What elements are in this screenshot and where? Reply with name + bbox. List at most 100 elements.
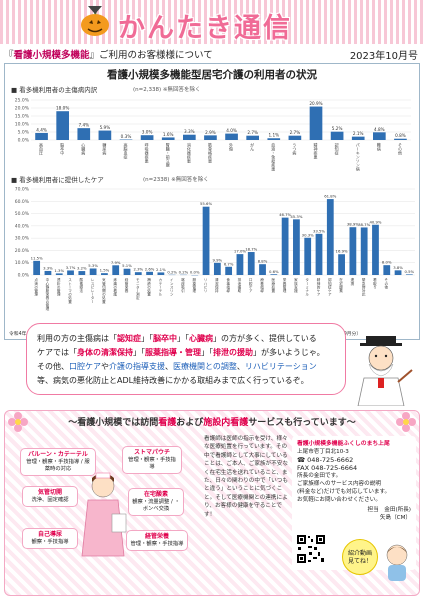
care-bar [89,268,97,275]
newsletter-title: かんたき通信 [118,13,292,44]
care-category-label: インスリン [169,278,174,296]
care-category-label: リハビリ [203,278,208,292]
diagnosis-data-label: 2.7% [290,130,301,135]
care-bar [259,264,266,275]
service-tag-tube-feeding: 経管栄養 管理・観察・手技指導 [126,530,188,551]
care-category-label: 気管切開の処置 [101,277,106,304]
diagnosis-category-label: 心臓病 [81,142,86,156]
care-category-label: 服薬管理 [192,277,197,293]
diagnosis-category-label: 血液・免疫疾患 [271,142,276,171]
care-y-tick: 0.0% [18,273,30,279]
flower-icon [396,412,416,432]
diagnosis-category-label: 高脂血症 [124,142,129,160]
diagnosis-bar [394,138,407,140]
diagnosis-y-tick: 5.0% [18,130,30,136]
diagnosis-category-label: 呼吸器疾患 [145,142,150,163]
diagnosis-data-label: 18.0% [56,106,69,111]
diagnosis-category-label: がん [250,142,255,151]
care-data-label: 2.6% [145,266,155,271]
care-data-label: 45.3% [290,214,302,219]
diagnosis-category-label: 精神疾患 [314,142,319,159]
staff-2: 矢島（CM） [379,515,411,521]
diagnosis-bar [183,134,196,140]
care-data-label: 40.9% [369,219,381,224]
care-data-label: 0.5% [405,269,415,274]
care-data-label: 0.6% [269,269,279,274]
service-tag-catheter: バルーン・カテーテル 管理・観察・手技指導 / 服薬時の対応 [20,448,96,476]
care-data-label: 2.1% [156,267,166,272]
summary-line-3: その他、口腔ケアや介護の指導支援、医療機関との調整、リハビリテーション [37,362,317,371]
care-bar [67,270,74,275]
diagnosis-category-label: パーキンソン病 [356,143,361,172]
care-y-tick: 60.0% [15,199,30,205]
mascot-illustration [386,544,408,581]
diagnosis-data-label: 2.7% [247,130,258,135]
service-tag-tracheostomy: 気管切開 洗浄、固定確認 [22,486,78,507]
care-bar [270,274,278,275]
care-category-label: 褥瘡の処置 [146,277,151,296]
care-category-label: 酸素療法 [79,277,84,293]
issue-month: 2023年10月号 [349,51,418,62]
diagnosis-bar [56,111,69,140]
chart-title: 看護小規模多機能型居宅介護の利用者の状況 [107,69,317,81]
qr-code-icon[interactable] [296,534,326,564]
care-bar [293,219,300,275]
care-category-label: 喀痰吸引 [180,277,185,293]
diagnosis-data-label: 1.1% [268,133,279,138]
masthead: かんたき通信 [0,0,424,44]
care-data-label: 38.7% [358,222,370,227]
intro-video-bubble[interactable]: 紹介動画 見てね！ [342,539,378,575]
diagnosis-category-label: 脳卒中 [60,142,65,156]
care-category-label: モニター測定 [135,277,140,300]
care-category-label: 清潔保持 [214,277,219,293]
care-category-label: 経管栄養 [124,277,129,293]
diagnosis-category-label: その他 [398,142,403,156]
care-category-label: ストーマの処置 [67,277,72,304]
diagnosis-bar [330,131,344,140]
care-data-label: 33.5% [313,228,325,233]
care-data-label: 8.8% [258,259,268,264]
care-category-label: 排泄援助 [237,277,242,293]
diagnosis-data-label: 5.9% [100,125,111,130]
diagnosis-data-label: 3.0% [142,130,153,135]
care-category-label: 中心静脈栄養の管理 [45,277,50,311]
diagnosis-bar [288,135,302,140]
care-category-label: 疼痛の看護 [113,277,118,296]
care-bar [134,272,142,275]
care-data-label: 3.7% [66,265,76,270]
care-data-label: 8.0% [382,260,392,265]
care-data-label: 5.1% [122,263,132,268]
care-category-label: 連携 [350,277,355,286]
summary-line-1: 利用の方の主傷病は「認知症」「脳卒中」「心臓病」の方が多く、提供している [37,334,317,343]
diagnosis-data-label: 2.1% [353,131,364,136]
diagnosis-bar [35,132,48,140]
services-heading: 〜看護小規模では訪問看護および施設内看護サービスも行っています〜 [68,418,356,428]
care-bar [360,227,368,275]
flower-icon [8,412,28,432]
lead-text: 『看護小規模多機能』ご利用のお客様様について [4,50,213,61]
care-bar [281,217,289,275]
care-bar [44,270,52,275]
care-bar [383,265,391,275]
care-data-label: 3.8% [393,265,403,270]
care-bar [123,268,131,275]
office-phone: ☎ 048-725-6662 [297,456,354,464]
care-category-label: 点滴の管理 [33,277,38,296]
care-bar [247,252,255,275]
diagnosis-data-label: 2.9% [205,130,216,135]
diagnosis-y-tick: 10.0% [15,122,30,128]
staff-1: 担当 金田(所長) [367,507,411,513]
care-data-label: 17.0% [234,249,246,254]
diagnosis-bar [373,132,386,140]
care-category-label: 透析の管理 [56,277,61,296]
care-category-label: 精神的ケア [316,277,321,296]
diagnosis-data-label: 4.0% [226,128,237,133]
care-category-label: 医療処置 [271,278,276,293]
care-y-tick: 40.0% [15,223,30,229]
care-bar [326,199,334,275]
care-data-label: 2.3% [133,267,143,272]
care-data-label: 46.7% [279,212,291,217]
care-data-label: 55.6% [200,201,212,206]
diagnosis-category-label: 腎臓・前立腺 [166,142,171,168]
care-data-label: 38.9% [347,222,359,227]
